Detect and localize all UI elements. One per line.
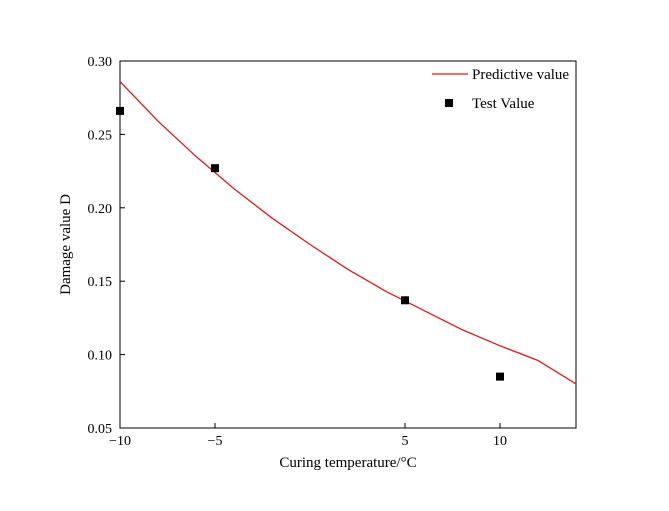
y-tick-label: 0.25 [88, 128, 113, 143]
predictive-value-line [119, 81, 577, 385]
y-tick-label: 0.30 [88, 55, 113, 70]
legend-test-swatch [445, 99, 453, 107]
test-value-points [116, 106, 504, 381]
test-value-point [211, 164, 219, 173]
plot-frame [119, 60, 577, 429]
x-axis-title: Curing temperature/°C [279, 455, 416, 471]
y-axis-title: Damage value D [58, 194, 74, 295]
legend-predictive-label: Predictive value [472, 67, 569, 83]
x-axis-ticks: −10 −5 5 10 [109, 423, 507, 449]
test-value-point [496, 372, 504, 381]
x-tick-label: −5 [208, 434, 223, 449]
test-value-point [116, 106, 124, 115]
test-value-point [401, 296, 409, 305]
y-tick-label: 0.10 [88, 349, 113, 364]
x-tick-label: −10 [109, 434, 131, 449]
x-tick-label: 10 [493, 434, 507, 449]
legend-test-label: Test Value [472, 96, 535, 112]
y-tick-label: 0.05 [88, 422, 113, 437]
y-axis-ticks: 0.05 0.10 0.15 0.20 0.25 0.30 [88, 55, 125, 437]
y-tick-label: 0.20 [88, 202, 113, 217]
legend: Predictive value Test Value [432, 67, 569, 112]
x-tick-label: 5 [402, 434, 409, 449]
y-tick-label: 0.15 [88, 275, 113, 290]
